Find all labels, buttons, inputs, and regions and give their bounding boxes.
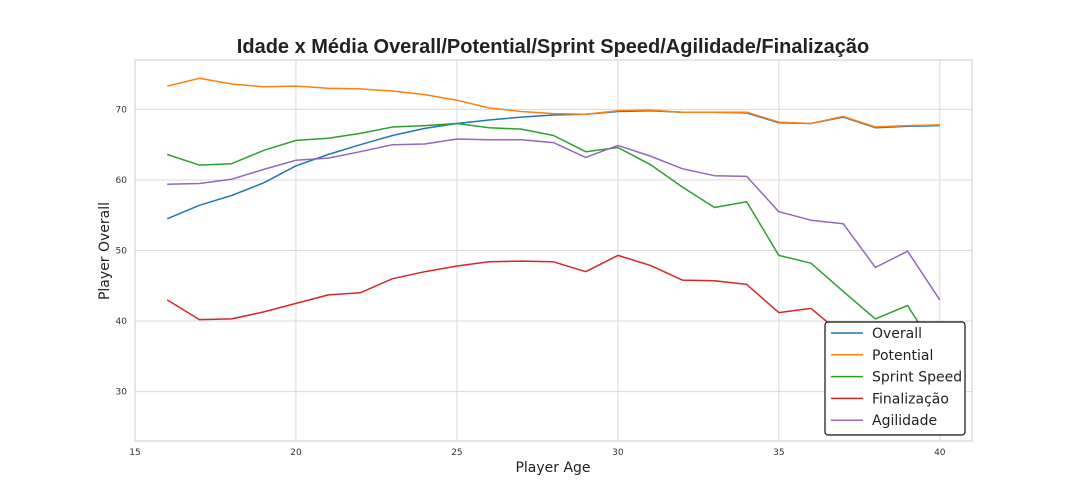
chart-title: Idade x Média Overall/Potential/Sprint S…: [237, 36, 869, 58]
series-line-finaliza-o: [166, 254, 941, 386]
y-tick-label: 60: [116, 176, 128, 186]
x-tick-labels: 15 20 25 30 35 40: [129, 448, 946, 458]
x-tick-label: 20: [290, 448, 302, 458]
legend-label: Sprint Speed: [872, 370, 962, 386]
x-axis-label: Player Age: [515, 460, 590, 476]
y-tick-label: 70: [116, 105, 128, 115]
series-line-agilidade: [167, 138, 941, 301]
legend-label: Finalização: [872, 391, 949, 407]
x-tick-label: 40: [934, 448, 946, 458]
x-tick-label: 35: [773, 448, 784, 458]
x-tick-label: 15: [129, 448, 140, 458]
x-tick-label: 25: [451, 448, 462, 458]
legend-label: Overall: [872, 326, 922, 342]
series-lines: [166, 77, 941, 386]
plot-frame: [134, 59, 973, 442]
legend-label: Agilidade: [872, 413, 937, 429]
y-tick-label: 50: [116, 247, 128, 257]
legend: Overall Potential Sprint Speed Finalização A…: [824, 321, 966, 436]
legend-box: [824, 321, 966, 436]
series-line-potential: [167, 77, 940, 128]
x-tick-label: 30: [612, 448, 624, 458]
y-tick-label: 30: [116, 388, 128, 398]
y-axis-label: Player Overall: [97, 202, 113, 300]
y-tick-labels: 30 40 50 60 70: [116, 105, 128, 397]
legend-label: Potential: [872, 348, 933, 364]
y-tick-label: 40: [116, 317, 128, 327]
series-line-sprint-speed: [166, 122, 941, 357]
